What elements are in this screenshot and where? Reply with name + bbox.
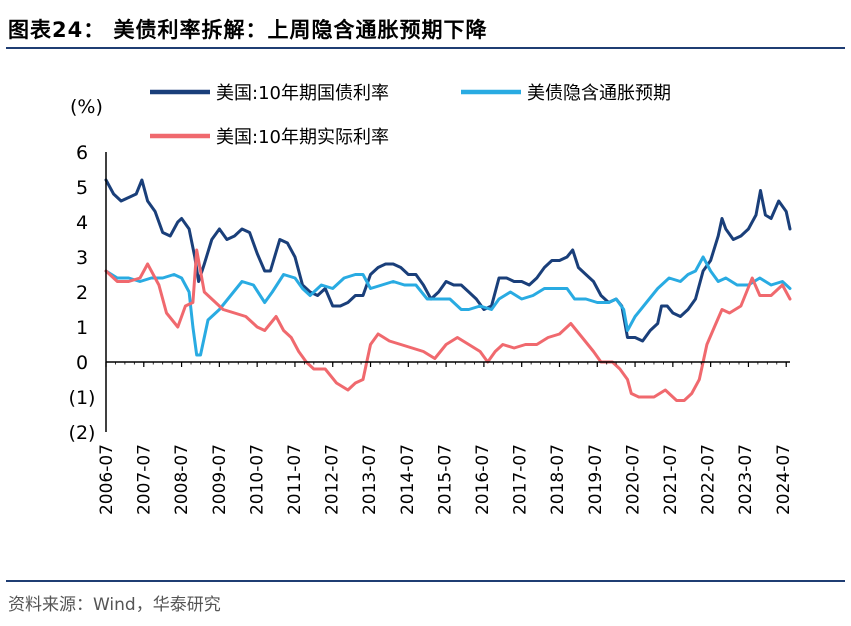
x-axis: 2006-07 2007-07 2008-07 2009-07 2010-07 2011-… — [97, 152, 794, 515]
y-tick-label: (2) — [69, 422, 96, 444]
y-axis-ticks: 6 5 4 3 2 1 0 (1) (2) — [69, 142, 96, 444]
title-divider — [6, 47, 845, 49]
source-divider — [6, 580, 845, 582]
x-tick-label: 2018-07 — [548, 444, 568, 515]
x-tick-label: 2023-07 — [736, 444, 756, 515]
x-tick-label: 2011-07 — [285, 444, 305, 515]
x-tick-label: 2010-07 — [247, 444, 267, 515]
x-tick-label: 2012-07 — [323, 444, 343, 515]
x-tick-label: 2006-07 — [97, 444, 117, 515]
x-tick-label: 2013-07 — [360, 444, 380, 515]
y-tick-label: 4 — [76, 212, 88, 234]
series-line-2 — [104, 255, 792, 357]
series-line-3 — [104, 248, 792, 402]
y-tick-label: 3 — [76, 247, 88, 269]
x-tick-label: 2016-07 — [473, 444, 493, 515]
y-tick-label: 2 — [76, 282, 88, 304]
series-lines — [104, 178, 792, 402]
source-note: 资料来源：Wind，华泰研究 — [8, 595, 221, 615]
y-tick-label: (1) — [69, 387, 96, 409]
y-tick-label: 5 — [76, 177, 88, 199]
x-tick-label: 2015-07 — [435, 444, 455, 515]
x-tick-label: 2008-07 — [172, 444, 192, 515]
legend-label: 美国:10年期实际利率 — [216, 127, 389, 148]
x-tick-label: 2017-07 — [511, 444, 531, 515]
legend-label: 美债隐含通胀预期 — [527, 83, 671, 104]
x-tick-label: 2009-07 — [210, 444, 230, 515]
legend-label: 美国:10年期国债利率 — [216, 83, 389, 104]
y-tick-label: 1 — [76, 317, 88, 339]
x-tick-label: 2022-07 — [699, 444, 719, 515]
x-tick-label: 2020-07 — [623, 444, 643, 515]
page-title: 图表24： 美债利率拆解：上周隐含通胀预期下降 — [8, 18, 488, 42]
y-tick-label: 6 — [76, 142, 88, 164]
y-tick-label: 0 — [76, 352, 88, 374]
y-axis-label: (%) — [70, 96, 103, 118]
series-line-1 — [104, 178, 792, 343]
x-tick-label: 2021-07 — [661, 444, 681, 515]
x-tick-label: 2024-07 — [774, 444, 794, 515]
x-tick-label: 2014-07 — [398, 444, 418, 515]
x-tick-label: 2007-07 — [135, 444, 155, 515]
x-tick-label: 2019-07 — [586, 444, 606, 515]
